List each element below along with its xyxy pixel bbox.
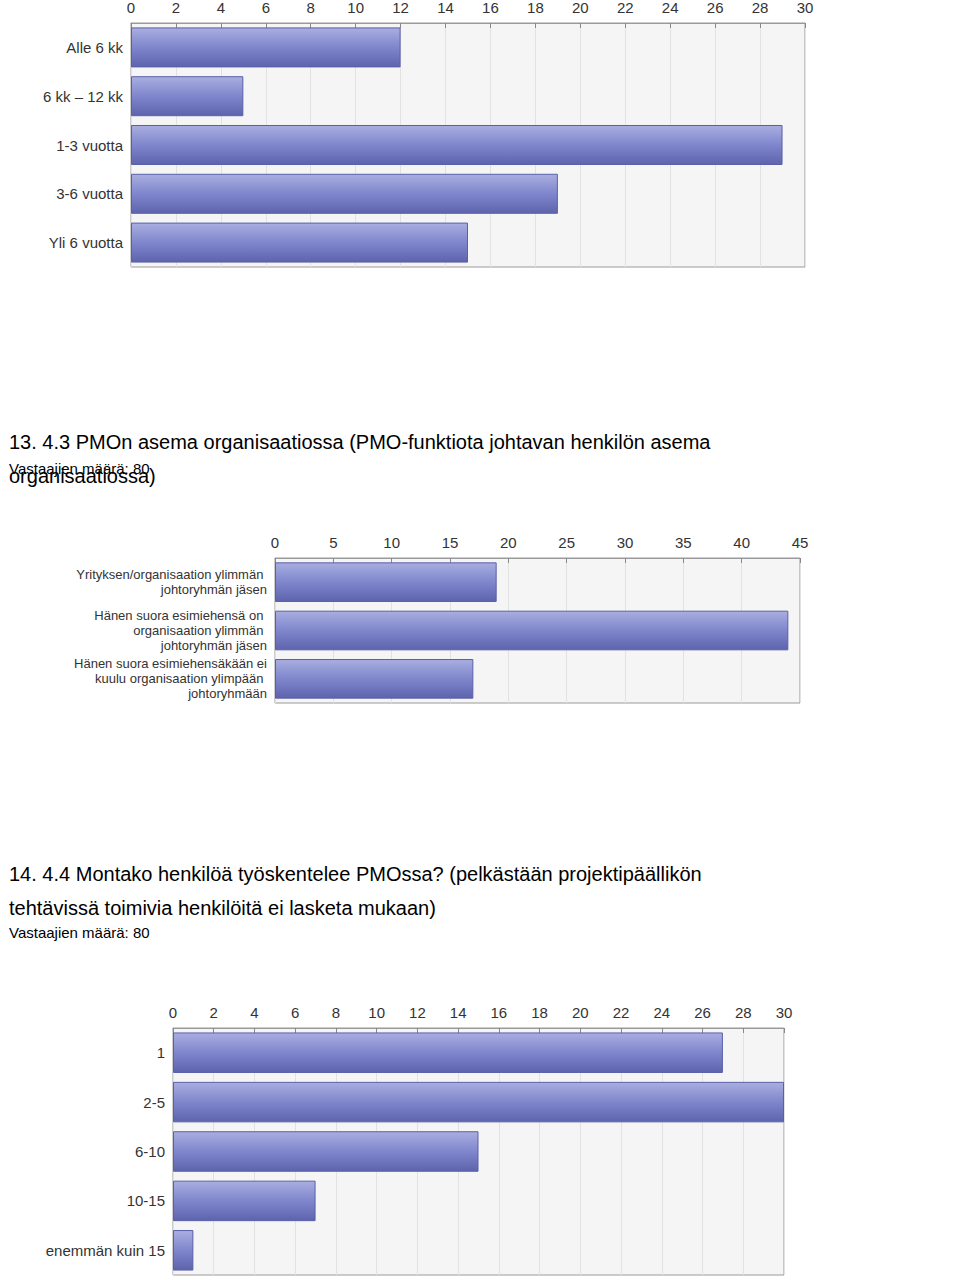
svg-text:Yrityksen/organisaation ylimmä: Yrityksen/organisaation ylimmän (76, 567, 267, 582)
svg-text:6: 6 (262, 0, 270, 16)
svg-text:30: 30 (776, 1004, 793, 1021)
svg-text:22: 22 (617, 0, 634, 16)
svg-text:30: 30 (617, 534, 634, 551)
svg-text:28: 28 (752, 0, 769, 16)
svg-text:13. 4.3 PMOn asema organisaati: 13. 4.3 PMOn asema organisaatiossa (PMO-… (9, 431, 716, 453)
svg-text:enemmän kuin 15: enemmän kuin 15 (46, 1242, 165, 1259)
svg-text:10: 10 (347, 0, 364, 16)
svg-text:0: 0 (127, 0, 135, 16)
svg-text:6-10: 6-10 (135, 1143, 165, 1160)
svg-text:14: 14 (437, 0, 454, 16)
svg-text:30: 30 (797, 0, 814, 16)
svg-text:Vastaajien määrä: 80: Vastaajien määrä: 80 (9, 924, 150, 941)
svg-text:20: 20 (572, 0, 589, 16)
svg-text:12: 12 (392, 0, 409, 16)
svg-text:10: 10 (368, 1004, 385, 1021)
svg-text:14. 4.4 Montako henkilöä työsk: 14. 4.4 Montako henkilöä työskentelee PM… (9, 863, 707, 885)
svg-text:2: 2 (172, 0, 180, 16)
svg-text:johtoryhmän jäsen: johtoryhmän jäsen (160, 638, 267, 653)
svg-text:24: 24 (662, 0, 679, 16)
svg-text:6: 6 (291, 1004, 299, 1021)
svg-text:10-15: 10-15 (127, 1192, 165, 1209)
svg-text:40: 40 (733, 534, 750, 551)
svg-text:4: 4 (250, 1004, 258, 1021)
svg-text:1-3 vuotta: 1-3 vuotta (56, 137, 123, 154)
svg-text:26: 26 (707, 0, 724, 16)
svg-text:Hänen suora esimiehensä on: Hänen suora esimiehensä on (94, 608, 267, 623)
svg-text:2-5: 2-5 (143, 1094, 165, 1111)
svg-text:6 kk – 12 kk: 6 kk – 12 kk (43, 88, 124, 105)
svg-text:kuulu organisaation ylimpään: kuulu organisaation ylimpään (91, 671, 267, 686)
svg-text:35: 35 (675, 534, 692, 551)
svg-text:Alle 6 kk: Alle 6 kk (66, 39, 123, 56)
svg-text:14: 14 (450, 1004, 467, 1021)
svg-text:tehtävissä toimivia henkilöitä: tehtävissä toimivia henkilöitä ei lasket… (9, 897, 436, 919)
svg-text:10: 10 (383, 534, 400, 551)
svg-text:8: 8 (307, 0, 315, 16)
svg-text:24: 24 (653, 1004, 670, 1021)
svg-text:Vastaajien määrä: 80: Vastaajien määrä: 80 (9, 460, 150, 477)
svg-text:johtoryhmän jäsen: johtoryhmän jäsen (160, 582, 267, 597)
svg-text:johtoryhmään: johtoryhmään (187, 686, 267, 701)
svg-text:Hänen suora esimiehensäkään ei: Hänen suora esimiehensäkään ei (74, 656, 267, 671)
svg-text:5: 5 (329, 534, 337, 551)
svg-text:0: 0 (169, 1004, 177, 1021)
svg-text:Yli 6 vuotta: Yli 6 vuotta (49, 234, 124, 251)
svg-text:4: 4 (217, 0, 225, 16)
svg-text:2: 2 (210, 1004, 218, 1021)
svg-text:18: 18 (527, 0, 544, 16)
svg-text:3-6 vuotta: 3-6 vuotta (56, 185, 123, 202)
svg-text:16: 16 (482, 0, 499, 16)
svg-text:16: 16 (491, 1004, 508, 1021)
svg-text:25: 25 (558, 534, 575, 551)
svg-text:organisaation ylimmän: organisaation ylimmän (133, 623, 267, 638)
svg-text:26: 26 (694, 1004, 711, 1021)
svg-text:1: 1 (157, 1044, 165, 1061)
svg-text:8: 8 (332, 1004, 340, 1021)
svg-text:18: 18 (531, 1004, 548, 1021)
svg-text:45: 45 (792, 534, 809, 551)
svg-text:20: 20 (500, 534, 517, 551)
svg-text:28: 28 (735, 1004, 752, 1021)
svg-text:12: 12 (409, 1004, 426, 1021)
svg-text:20: 20 (572, 1004, 589, 1021)
svg-text:0: 0 (271, 534, 279, 551)
svg-text:15: 15 (442, 534, 459, 551)
svg-text:22: 22 (613, 1004, 630, 1021)
